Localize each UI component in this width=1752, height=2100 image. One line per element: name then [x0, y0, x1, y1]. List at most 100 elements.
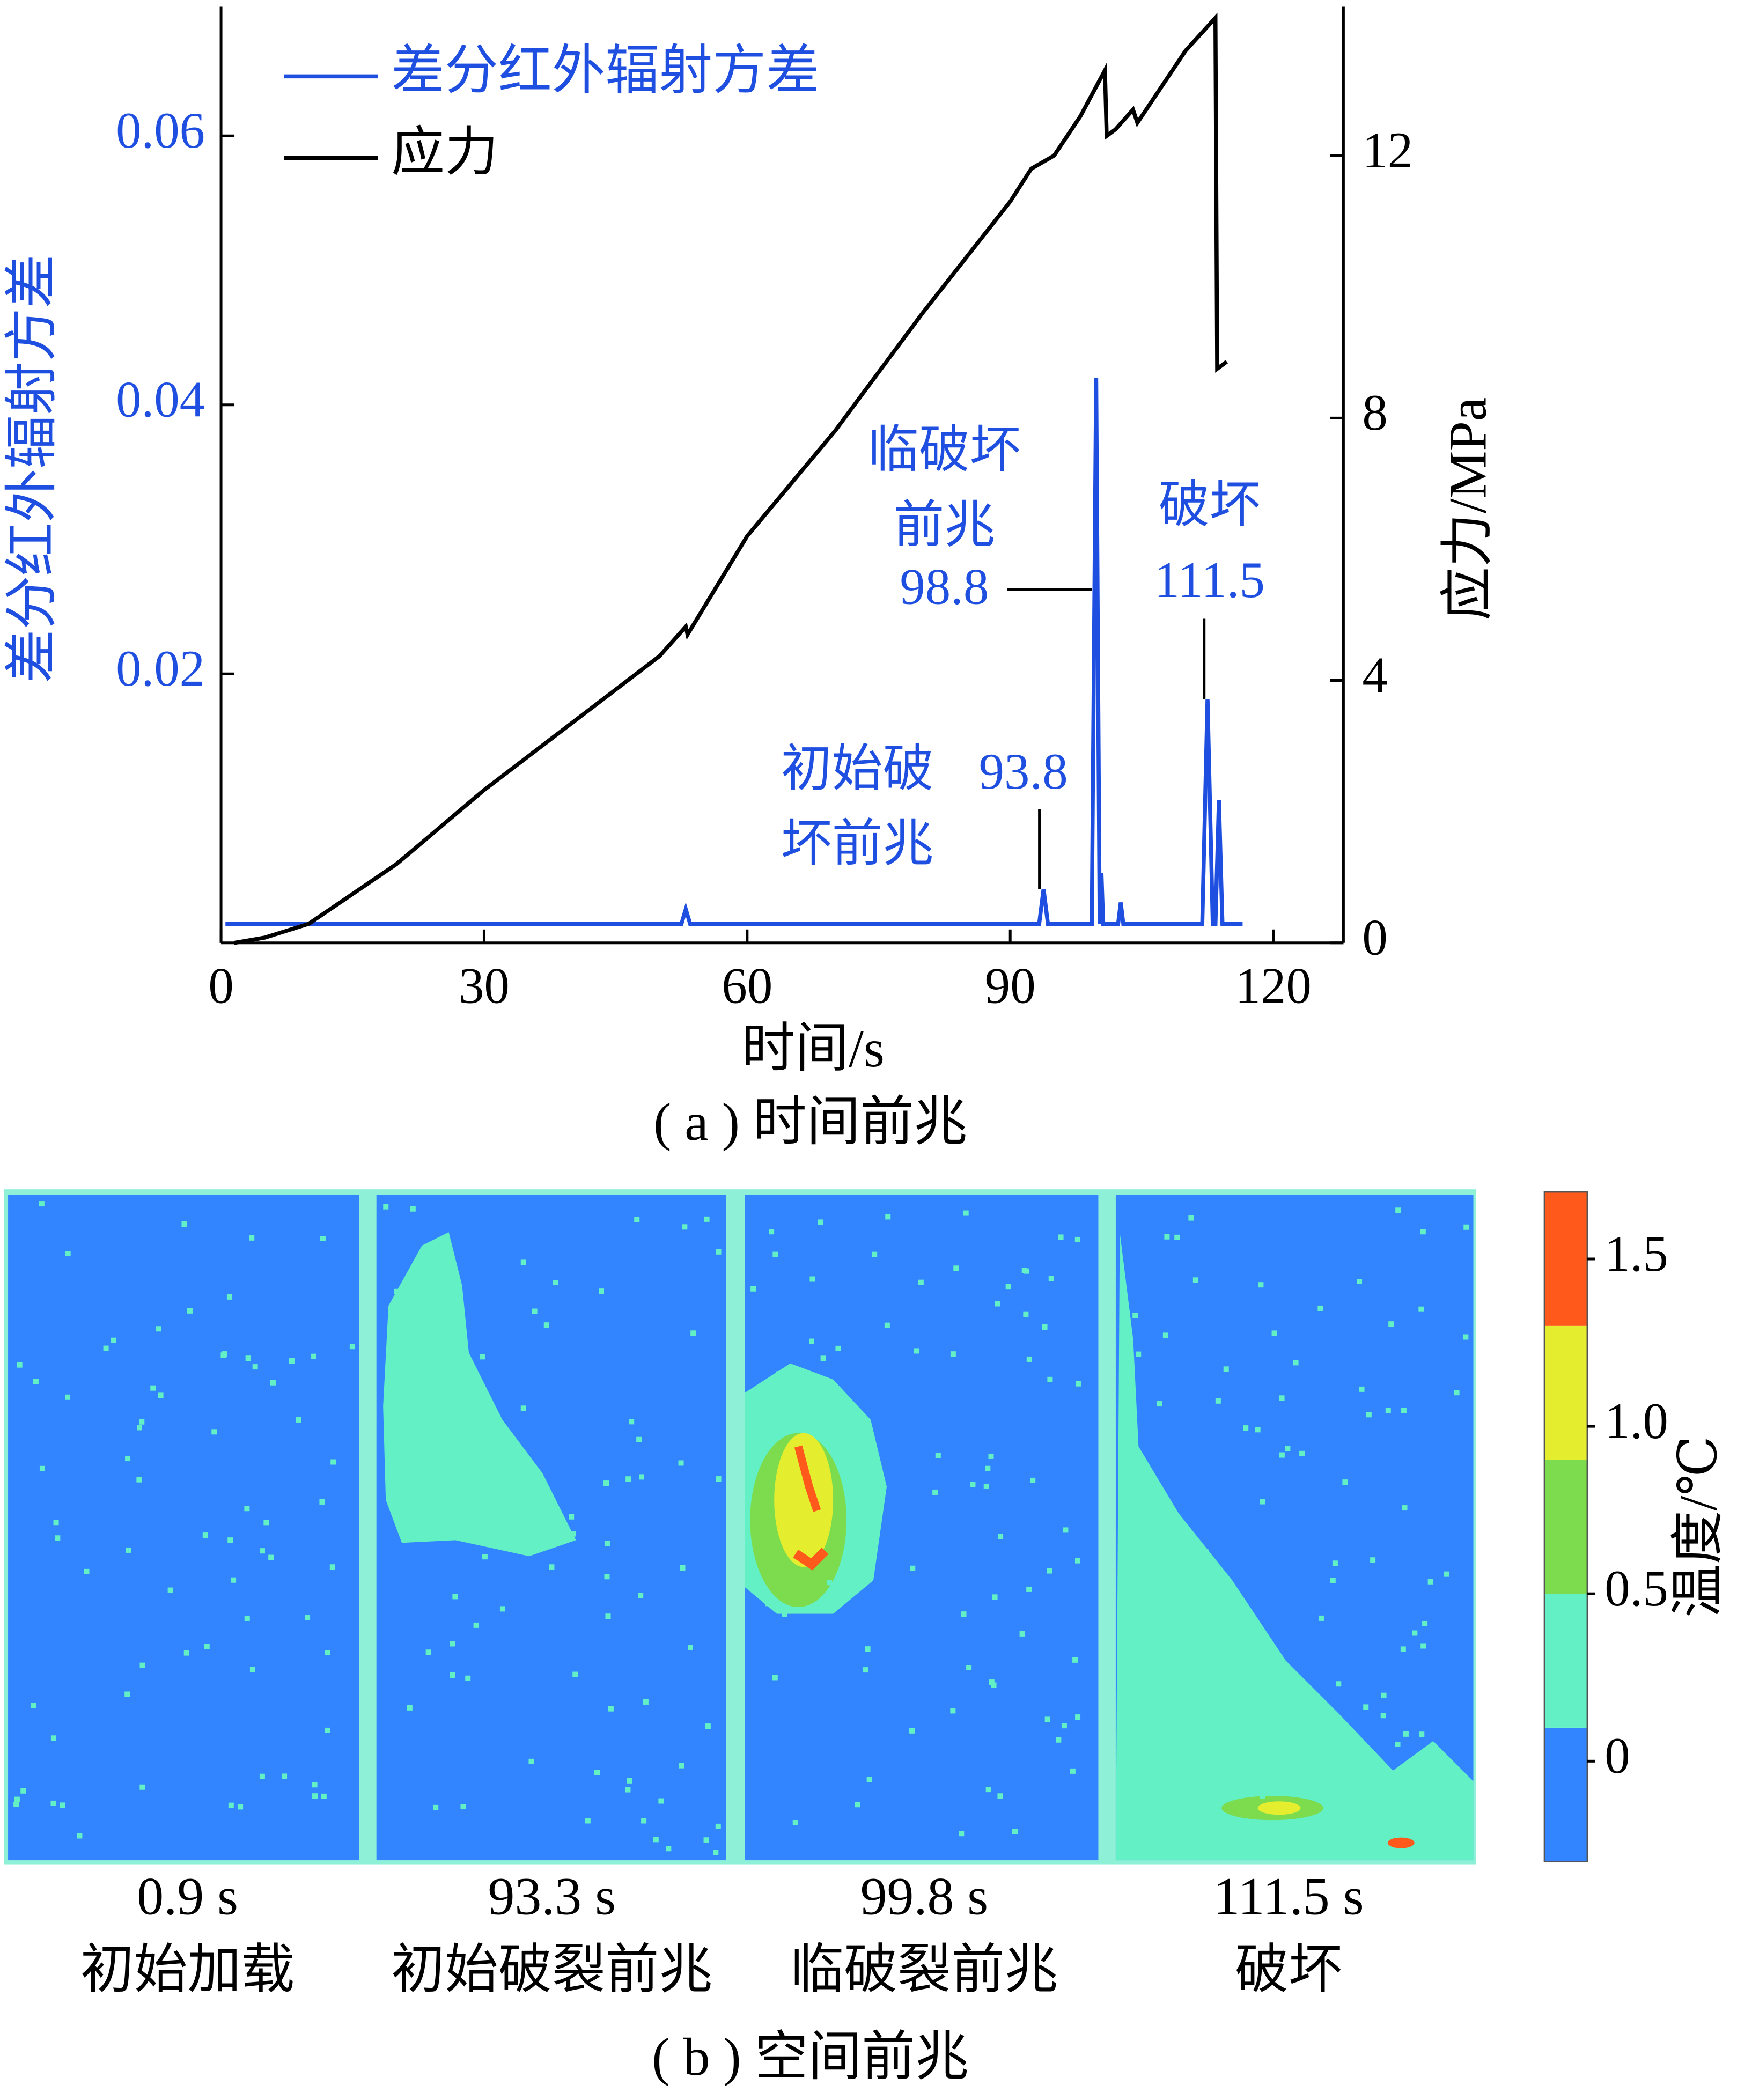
- noise-dot: [499, 1606, 505, 1612]
- noise-dot: [798, 1411, 804, 1417]
- noise-dot: [992, 1594, 998, 1600]
- noise-dot: [383, 1204, 389, 1210]
- colorbar-band: [1544, 1325, 1587, 1460]
- x-tick-label: 90: [985, 957, 1036, 1014]
- noise-dot: [1056, 1737, 1062, 1743]
- noise-dot: [634, 1217, 640, 1222]
- noise-dot: [158, 1392, 164, 1398]
- noise-dot: [460, 1804, 466, 1810]
- heatmap-panels: [4, 1189, 1476, 1865]
- noise-dot: [238, 1804, 244, 1810]
- legend-label: 差分红外辐射方差: [391, 41, 820, 100]
- noise-dot: [187, 1308, 193, 1314]
- noise-dot: [953, 1265, 959, 1271]
- noise-dot: [1370, 1557, 1376, 1563]
- noise-dot: [643, 1699, 649, 1705]
- noise-dot: [226, 1294, 232, 1300]
- noise-dot: [792, 1820, 798, 1826]
- noise-dot: [1047, 1568, 1052, 1574]
- panel-label: 破坏: [1235, 1940, 1342, 2000]
- noise-dot: [1260, 1793, 1265, 1799]
- noise-dot: [1422, 1620, 1428, 1626]
- noise-dot: [1048, 1276, 1054, 1281]
- noise-dot: [1026, 1586, 1032, 1592]
- noise-dot: [1416, 1787, 1422, 1793]
- hot-spot: [1387, 1837, 1415, 1848]
- noise-dot: [13, 1802, 19, 1808]
- noise-dot: [1030, 1477, 1036, 1483]
- noise-dot: [872, 1251, 878, 1257]
- noise-dot: [433, 1804, 439, 1810]
- noise-dot: [55, 1535, 61, 1541]
- noise-dot: [311, 1353, 317, 1359]
- noise-dot: [1070, 1768, 1076, 1774]
- noise-dot: [529, 1518, 535, 1524]
- noise-dot: [103, 1345, 109, 1351]
- x-axis-label: 时间/s: [741, 1019, 884, 1078]
- noise-dot: [249, 1235, 255, 1241]
- noise-dot: [1042, 1324, 1048, 1330]
- noise-dot: [1366, 1412, 1372, 1418]
- noise-dot: [1061, 1723, 1067, 1729]
- noise-dot: [703, 1837, 709, 1843]
- noise-dot: [439, 1251, 445, 1257]
- annotation: 前兆: [893, 497, 995, 554]
- noise-dot: [932, 1489, 938, 1495]
- noise-dot: [1164, 1234, 1170, 1240]
- noise-dot: [1192, 1567, 1198, 1573]
- noise-dot: [1074, 1236, 1080, 1242]
- panel-label: 临破裂前兆: [790, 1940, 1058, 2000]
- y2-axis-label: 应力/MPa: [1438, 397, 1497, 621]
- noise-dot: [1427, 1579, 1433, 1585]
- noise-dot: [1243, 1425, 1249, 1431]
- noise-dot: [818, 1219, 823, 1225]
- noise-dot: [1332, 1560, 1338, 1566]
- x-tick-label: 120: [1235, 957, 1311, 1014]
- noise-dot: [60, 1802, 65, 1808]
- noise-dot: [1385, 1408, 1391, 1413]
- noise-dot: [1401, 1408, 1407, 1413]
- noise-dot: [997, 1793, 1003, 1799]
- noise-dot: [167, 1587, 173, 1593]
- noise-dot: [305, 1615, 311, 1621]
- noise-dot: [1342, 1479, 1348, 1485]
- noise-dot: [918, 1279, 924, 1285]
- noise-dot: [1024, 1268, 1029, 1274]
- legend-label: 应力: [391, 123, 498, 182]
- noise-dot: [204, 1644, 210, 1649]
- noise-dot: [498, 1466, 504, 1472]
- noise-dot: [1359, 1386, 1365, 1392]
- noise-dot: [772, 1251, 778, 1257]
- noise-dot: [543, 1322, 549, 1328]
- noise-dot: [1271, 1330, 1277, 1336]
- y2-tick-label: 0: [1362, 909, 1387, 966]
- noise-dot: [202, 1532, 208, 1538]
- noise-dot: [231, 1577, 237, 1583]
- colorbar-tick-label: 1.5: [1604, 1225, 1668, 1282]
- noise-dot: [139, 1662, 145, 1668]
- noise-dot: [1075, 1714, 1081, 1720]
- noise-dot: [181, 1221, 187, 1227]
- noise-dot: [65, 1251, 71, 1257]
- noise-dot: [1388, 1321, 1394, 1327]
- noise-dot: [910, 1565, 916, 1571]
- noise-dot: [1400, 1646, 1406, 1652]
- noise-dot: [39, 1465, 45, 1471]
- noise-dot: [835, 1345, 841, 1351]
- noise-dot: [450, 1672, 455, 1678]
- colorbar-band: [1544, 1727, 1587, 1862]
- noise-dot: [228, 1802, 234, 1808]
- noise-dot: [750, 1286, 756, 1292]
- annotation: 98.8: [900, 558, 989, 615]
- series-line: [233, 12, 1228, 945]
- noise-dot: [549, 1564, 555, 1570]
- colorbar-label: 温度/℃: [1668, 1436, 1728, 1618]
- panel-time: 0.9 s: [137, 1866, 238, 1926]
- noise-dot: [639, 1474, 645, 1480]
- annotation: 初始破: [781, 740, 934, 797]
- noise-dot: [249, 1667, 255, 1672]
- x-tick-label: 0: [208, 957, 233, 1014]
- noise-dot: [570, 1531, 576, 1537]
- noise-dot: [715, 1823, 721, 1829]
- noise-dot: [50, 1735, 56, 1741]
